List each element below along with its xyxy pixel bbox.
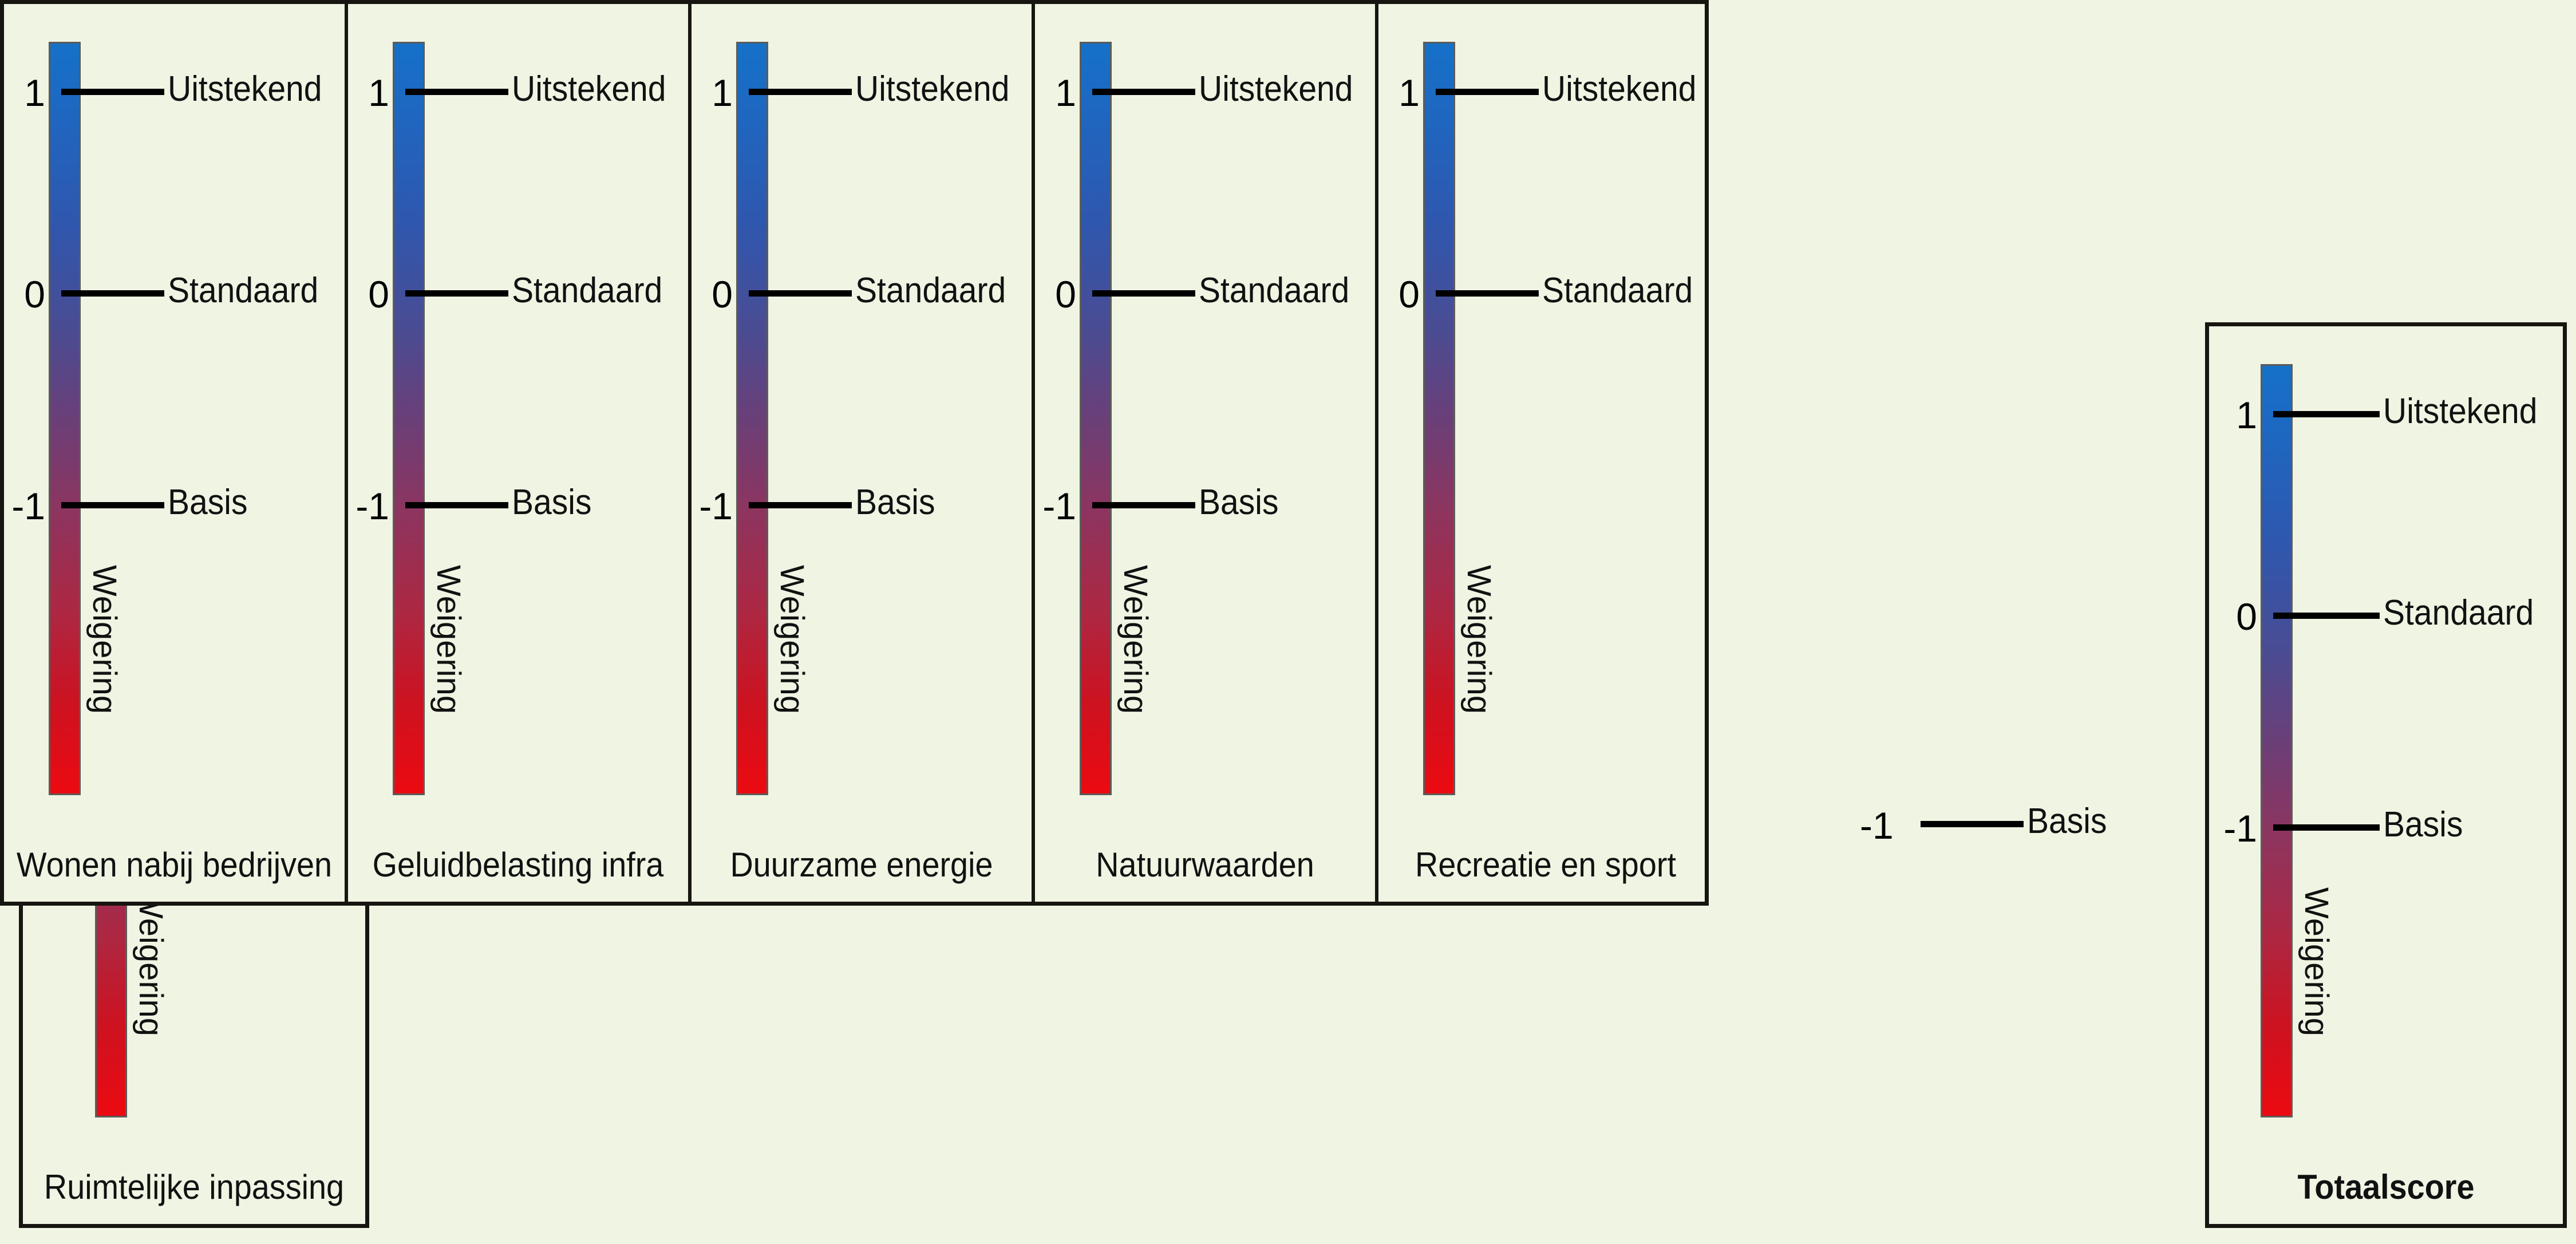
panel-caption: Totaalscore	[2297, 1168, 2475, 1206]
panel-wonen-nabij-bedrijven[interactable]: 1 Uitstekend 0 Standaard -1 Basis Weiger…	[4, 4, 345, 902]
tick-mark-0	[2273, 613, 2380, 619]
tick-mark-minus1	[61, 502, 164, 508]
weigering-label: Weigering	[2298, 887, 2335, 1037]
score-scale: 1 Uitstekend 0 Standaard Weigering	[1378, 4, 1713, 902]
panel-group-criteria[interactable]: 1 Uitstekend 0 Standaard -1 Basis Weiger…	[0, 0, 1709, 906]
tick-text-standaard: Standaard	[168, 271, 319, 310]
tick-text-basis: Basis	[1199, 483, 1279, 522]
panel-caption: Wonen nabij bedrijven	[16, 846, 333, 884]
tick-text-basis: Basis	[855, 483, 935, 522]
tick-value-minus1: -1	[1042, 485, 1076, 527]
weigering-label: Weigering	[1117, 565, 1154, 714]
panel-group-frame: 1 Uitstekend 0 Standaard -1 Basis Weiger…	[0, 0, 1709, 906]
panel-totaalscore[interactable]: 1 Uitstekend 0 Standaard -1 Basis Weiger…	[2205, 322, 2567, 1228]
score-scale: 1 Uitstekend 0 Standaard -1 Basis Weiger…	[4, 4, 345, 902]
tick-mark-1	[405, 89, 508, 95]
tick-value-1: 1	[2236, 394, 2257, 436]
tick-text-standaard: Standaard	[1199, 271, 1350, 310]
tick-mark-1	[61, 89, 164, 95]
panel-caption: Ruimtelijke inpassing	[44, 1168, 345, 1206]
tick-value-0: 0	[712, 273, 733, 315]
tick-mark-0	[1436, 290, 1539, 297]
tick-mark-minus1	[1921, 821, 2024, 827]
weigering-label: Weigering	[132, 887, 169, 1037]
score-gradient-bar	[49, 42, 81, 795]
tick-mark-1	[1436, 89, 1539, 95]
weigering-label: Weigering	[773, 565, 811, 714]
panel-natuurwaarden[interactable]: 1 Uitstekend 0 Standaard -1 Basis Weiger…	[1032, 4, 1375, 902]
tick-value-minus1: -1	[11, 485, 45, 527]
tick-text-standaard: Standaard	[2383, 593, 2534, 633]
score-gradient-bar	[736, 42, 768, 795]
tick-text-basis: Basis	[2027, 801, 2107, 841]
score-gradient-bar	[1423, 42, 1455, 795]
tick-mark-1	[2273, 411, 2380, 417]
tick-mark-0	[405, 290, 508, 297]
tick-mark-0	[749, 290, 852, 297]
panel-caption: Geluidbelasting infra	[372, 846, 664, 884]
tick-value-1: 1	[712, 72, 733, 114]
tick-text-basis: Basis	[2383, 805, 2463, 844]
panel-caption: Duurzame energie	[730, 846, 993, 884]
tick-text-uitstekend: Uitstekend	[1199, 69, 1353, 109]
panel-duurzame-energie[interactable]: 1 Uitstekend 0 Standaard -1 Basis Weiger…	[688, 4, 1032, 902]
tick-text-basis: Basis	[168, 483, 248, 522]
tick-text-standaard: Standaard	[512, 271, 663, 310]
tick-text-uitstekend: Uitstekend	[1542, 69, 1697, 109]
tick-value-0: 0	[1055, 273, 1076, 315]
tick-value-0: 0	[2236, 595, 2257, 638]
tick-value-minus1: -1	[699, 485, 733, 527]
tick-text-standaard: Standaard	[855, 271, 1006, 310]
tick-value-0: 0	[1398, 273, 1420, 315]
tick-value-minus1: -1	[2223, 807, 2257, 850]
score-scale: 1 Uitstekend 0 Standaard -1 Basis Weiger…	[2209, 326, 2563, 1224]
tick-value-minus1: -1	[355, 485, 389, 527]
tick-mark-minus1	[405, 502, 508, 508]
panel-caption: Natuurwaarden	[1096, 846, 1314, 884]
panel-geluidbelasting-infra[interactable]: 1 Uitstekend 0 Standaard -1 Basis Weiger…	[345, 4, 688, 902]
tick-mark-0	[61, 290, 164, 297]
score-scale: 1 Uitstekend 0 Standaard -1 Basis Weiger…	[1035, 4, 1375, 902]
score-scale: 1 Uitstekend 0 Standaard -1 Basis Weiger…	[348, 4, 688, 902]
tick-mark-0	[1092, 290, 1195, 297]
score-gradient-bar	[1080, 42, 1112, 795]
weigering-label: Weigering	[430, 565, 467, 714]
tick-value-0: 0	[368, 273, 389, 315]
score-gradient-bar	[2261, 364, 2293, 1117]
tick-text-uitstekend: Uitstekend	[168, 69, 322, 109]
tick-value-minus1: -1	[1860, 804, 1894, 847]
tick-mark-1	[1092, 89, 1195, 95]
score-gradient-bar	[393, 42, 425, 795]
tick-mark-minus1	[1092, 502, 1195, 508]
tick-mark-1	[749, 89, 852, 95]
tick-text-standaard: Standaard	[1542, 271, 1693, 310]
tick-text-uitstekend: Uitstekend	[855, 69, 1010, 109]
tick-value-1: 1	[1398, 72, 1420, 114]
tick-value-1: 1	[368, 72, 389, 114]
tick-value-1: 1	[1055, 72, 1076, 114]
tick-value-0: 0	[24, 273, 45, 315]
tick-mark-minus1	[749, 502, 852, 508]
tick-text-uitstekend: Uitstekend	[512, 69, 666, 109]
panel-recreatie-en-sport[interactable]: 1 Uitstekend 0 Standaard Weigering Recre…	[1375, 4, 1713, 902]
tick-text-uitstekend: Uitstekend	[2383, 392, 2538, 431]
panel-caption: Recreatie en sport	[1415, 846, 1676, 884]
tick-text-basis: Basis	[512, 483, 592, 522]
score-scale: 1 Uitstekend 0 Standaard -1 Basis Weiger…	[692, 4, 1032, 902]
weigering-label: Weigering	[1460, 565, 1498, 714]
weigering-label: Weigering	[86, 565, 123, 714]
tick-mark-minus1	[2273, 824, 2380, 831]
tick-value-1: 1	[24, 72, 45, 114]
